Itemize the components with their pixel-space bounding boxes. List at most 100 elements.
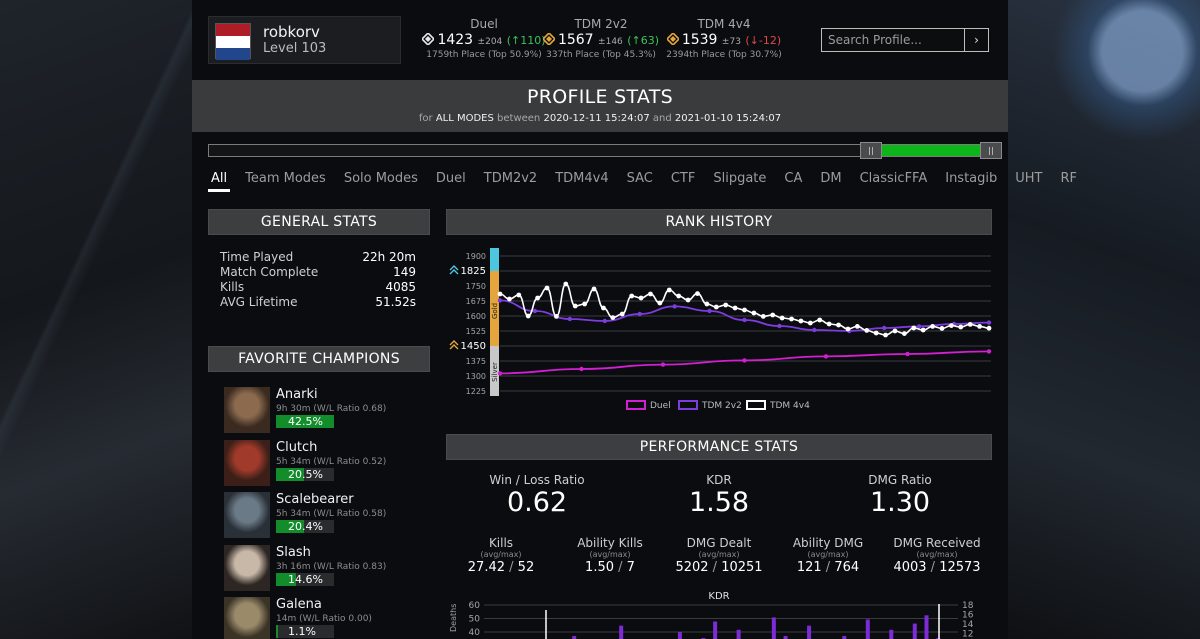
- stat-label: AVG Lifetime: [220, 295, 298, 309]
- data-point: [967, 322, 973, 327]
- tab-duel[interactable]: Duel: [435, 171, 466, 186]
- data-point: [685, 297, 691, 303]
- date-range-slider[interactable]: || ||: [208, 142, 1002, 159]
- y2-tick-label: 18: [962, 601, 974, 611]
- tab-ctf[interactable]: CTF: [670, 171, 696, 186]
- kdr-bar: [865, 619, 870, 639]
- usage-percent: 42.5%: [288, 415, 323, 428]
- champion-item[interactable]: Galena 14m (W/L Ratio 0.00) 1.1%: [224, 597, 404, 639]
- champion-usage-bar: 14.6%: [276, 572, 334, 586]
- y-tick-label: 1375: [466, 357, 486, 366]
- rank-rating: 1567: [557, 32, 594, 48]
- tab-dm[interactable]: DM: [820, 171, 842, 186]
- data-point: [660, 362, 666, 367]
- data-point: [751, 310, 757, 316]
- data-point: [582, 301, 588, 307]
- rank-mode-label: TDM 4v4: [697, 17, 751, 31]
- perf-big-stat: Win / Loss Ratio 0.62: [447, 473, 627, 518]
- y-tick-label: 1525: [466, 327, 486, 336]
- slider-range-fill: [869, 145, 987, 156]
- kdr-bar: [677, 631, 682, 639]
- champion-name: Slash: [276, 544, 311, 560]
- legend-tdm2v2[interactable]: TDM 2v2: [678, 400, 742, 411]
- usage-fill: [276, 572, 296, 586]
- data-point: [544, 285, 550, 291]
- champion-item[interactable]: Slash 3h 16m (W/L Ratio 0.83) 14.6%: [224, 544, 404, 593]
- data-point: [905, 351, 910, 357]
- y2-tick-label: 12: [962, 630, 973, 639]
- data-point: [610, 315, 616, 320]
- kdr-left-axis-label: Deaths: [449, 604, 458, 632]
- kdr-bar: [889, 629, 894, 639]
- data-point: [507, 296, 512, 302]
- champion-item[interactable]: Anarki 9h 30m (W/L Ratio 0.68) 42.5%: [224, 387, 404, 435]
- stat-value: 149: [393, 265, 416, 279]
- data-point: [629, 293, 635, 299]
- slider-handle-end[interactable]: ||: [980, 142, 1002, 159]
- search-input[interactable]: [822, 29, 966, 51]
- data-point: [713, 304, 719, 310]
- champion-portrait: [224, 597, 270, 639]
- tab-team-modes[interactable]: Team Modes: [245, 171, 326, 186]
- data-point: [798, 318, 804, 324]
- netherlands-flag-icon: [215, 23, 251, 60]
- data-point: [516, 292, 522, 298]
- champion-item[interactable]: Clutch 5h 34m (W/L Ratio 0.52) 20.5%: [224, 439, 404, 488]
- kdr-bar: [619, 625, 624, 639]
- general-stat-row: AVG Lifetime 51.52s: [220, 295, 416, 309]
- tab-instagib[interactable]: Instagib: [945, 171, 998, 186]
- perf-label: Ability DMG: [792, 536, 864, 550]
- kdr-bar: [783, 636, 788, 639]
- data-point: [882, 325, 887, 331]
- perf-label: Win / Loss Ratio: [489, 473, 585, 487]
- tab-sac[interactable]: SAC: [626, 171, 653, 186]
- tab-uht[interactable]: UHT: [1015, 171, 1043, 186]
- champion-item[interactable]: Scalebearer 5h 34m (W/L Ratio 0.58) 20.4%: [224, 492, 404, 540]
- slider-handle-start[interactable]: ||: [860, 142, 882, 159]
- legend-tdm4v4[interactable]: TDM 4v4: [746, 400, 810, 411]
- perf-small-stat: Ability Kills (avg/max) 1.50 / 7: [555, 536, 665, 575]
- champion-portrait: [224, 439, 270, 486]
- legend-duel[interactable]: Duel: [626, 400, 671, 411]
- tab-ca[interactable]: CA: [784, 171, 803, 186]
- tab-all[interactable]: All: [208, 170, 231, 192]
- usage-percent: 20.4%: [288, 520, 323, 533]
- perf-big-stat: KDR 1.58: [629, 473, 809, 518]
- stat-label: Time Played: [220, 250, 294, 264]
- data-point: [826, 321, 832, 327]
- favorite-champions-header: FAVORITE CHAMPIONS: [208, 346, 430, 372]
- data-point: [892, 328, 898, 334]
- data-point: [864, 328, 870, 333]
- profile-stats-banner: PROFILE STATS for ALL MODES between 2020…: [192, 80, 1008, 132]
- champion-playtime: 14m (W/L Ratio 0.00): [276, 614, 372, 624]
- tab-tdm2v2[interactable]: TDM2v2: [483, 171, 538, 186]
- rank-deviation: ±73: [721, 37, 741, 47]
- data-point: [789, 316, 794, 322]
- kdr-chart: KDRDeaths605040301816141210: [449, 591, 974, 639]
- data-point: [567, 316, 573, 322]
- kdr-bar: [771, 617, 776, 639]
- tier-marker-icon: [449, 265, 459, 275]
- usage-percent: 20.5%: [288, 467, 323, 481]
- tab-slipgate[interactable]: Slipgate: [713, 171, 767, 186]
- player-name: robkorv: [263, 23, 320, 41]
- data-point: [873, 330, 879, 336]
- usage-percent: 14.6%: [288, 572, 323, 586]
- tab-classicffa[interactable]: ClassicFFA: [859, 171, 928, 186]
- y-tick-label: 1600: [466, 312, 486, 321]
- y-tick-label: 1900: [466, 252, 486, 261]
- champion-name: Scalebearer: [276, 492, 354, 507]
- tab-solo-modes[interactable]: Solo Modes: [343, 171, 418, 186]
- data-point: [901, 331, 907, 336]
- champion-usage-bar: 20.4%: [276, 520, 334, 533]
- tab-rf[interactable]: RF: [1060, 171, 1078, 186]
- general-stats-header: GENERAL STATS: [208, 209, 430, 235]
- tab-tdm4v4[interactable]: TDM4v4: [555, 171, 609, 186]
- rank-history-chart: Gold Silver 1900 1825 1750 1675 1600 1525 1450 13…: [449, 248, 992, 396]
- kdr-chart-title: KDR: [708, 591, 729, 602]
- search-button[interactable]: ›: [964, 29, 988, 51]
- perf-avg-max: 121 / 764: [796, 560, 860, 575]
- y-tick-label: 60: [469, 601, 481, 611]
- perf-small-stat: DMG Received (avg/max) 4003 / 12573: [882, 536, 992, 575]
- profile-header: robkorv Level 103 Duel 1423 ±204 (↑110) …: [192, 0, 1008, 80]
